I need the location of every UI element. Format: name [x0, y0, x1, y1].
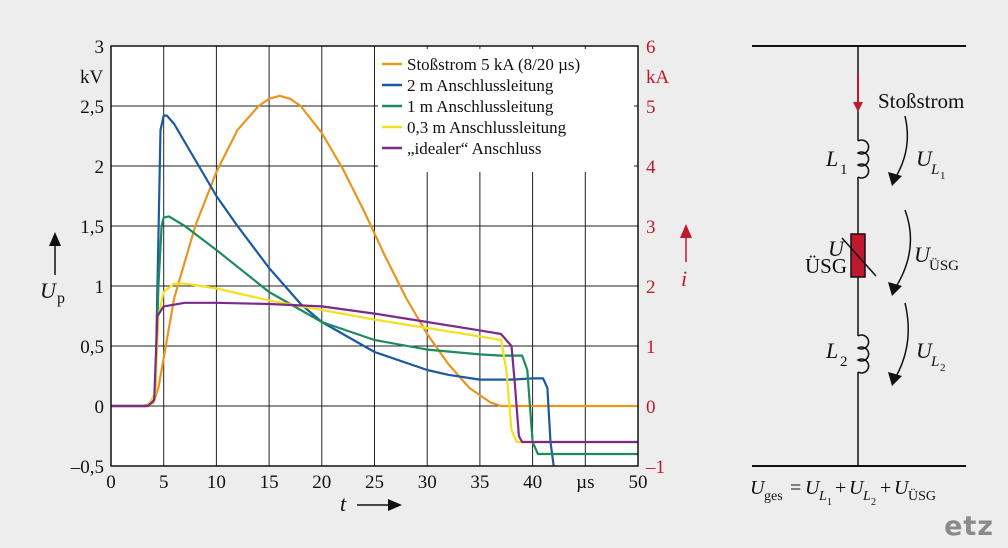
- x-tick-label: 50: [629, 472, 648, 493]
- circuit-schematic: [752, 45, 966, 467]
- y2-tick-label: 4: [646, 157, 656, 178]
- l1-label: L: [825, 146, 838, 171]
- x-tick-label: 15: [260, 472, 279, 493]
- x-tick-label: 0: [106, 472, 116, 493]
- ul2-subsubscript: 2: [940, 362, 946, 374]
- varistor-slash: [841, 237, 877, 277]
- x-tick-label: 40: [523, 472, 542, 493]
- y-tick-label: 2: [95, 157, 105, 178]
- uusg-subscript: ÜSG: [929, 257, 959, 274]
- formula-s4: ÜSG: [908, 487, 936, 504]
- y2-tick-label: 2: [646, 277, 656, 298]
- x-axis-label: t: [340, 491, 402, 516]
- voltage-arrow-l2-head: [888, 372, 902, 386]
- schematic-labels: Stoßstrom L 1 U ÜSG L 2 U L 1 U ÜSG U L …: [805, 89, 964, 374]
- voltage-arrow-l2: [893, 302, 909, 381]
- formula-s3: L: [862, 489, 871, 504]
- y2-axis-label: i: [680, 224, 692, 291]
- y2-axis-symbol: i: [681, 266, 687, 291]
- current-label: Stoßstrom: [878, 89, 964, 113]
- formula-u1: U: [750, 477, 766, 499]
- y-tick-label: 1,5: [80, 217, 104, 238]
- y2-tick-label: 3: [646, 217, 656, 238]
- ul1-label: U: [916, 146, 934, 171]
- series-line-2: [111, 215, 638, 456]
- y-axis-symbol: U: [40, 278, 58, 303]
- y-tick-label: 2,5: [80, 97, 104, 118]
- formula-eq: =: [790, 477, 801, 499]
- formula-ss2: 1: [827, 497, 832, 508]
- voltage-arrow-l1: [893, 115, 909, 181]
- formula-plus2: +: [880, 477, 891, 499]
- x-tick-label: 35: [470, 472, 489, 493]
- x-tick-label: 10: [207, 472, 226, 493]
- x-tick-labels: 0 5 10 15 20 25 30 35 40 µs 50: [106, 472, 647, 493]
- formula-u2: U: [805, 477, 821, 499]
- formula-u3: U: [849, 477, 865, 499]
- x-axis-symbol: t: [340, 491, 347, 516]
- y2-tick-label: 5: [646, 97, 656, 118]
- y2-tick-label: 1: [646, 337, 656, 358]
- voltage-current-chart: 0 5 10 15 20 25 30 35 40 µs 50 –0,500,511,522,53 –…: [40, 37, 692, 516]
- ul1-subscript: L: [930, 162, 939, 178]
- formula-s1: ges: [764, 489, 783, 504]
- ul1-subsubscript: 1: [940, 170, 946, 182]
- y2-tick-labels: –1 0 1 2 3 4 5 6: [645, 37, 665, 478]
- ul2-label: U: [916, 338, 934, 363]
- y2-tick-label: 0: [646, 397, 656, 418]
- voltage-arrow-l1-head: [888, 172, 902, 186]
- series-line-4: [111, 301, 638, 444]
- formula-s2: L: [818, 489, 827, 504]
- uusg-label: U: [914, 242, 932, 267]
- total-voltage-formula: U ges = U L 1 + U L 2 + U ÜSG: [750, 477, 936, 508]
- y-unit: kV: [80, 67, 104, 88]
- series-line-1: [111, 114, 558, 466]
- y-tick-label: 0,5: [80, 337, 104, 358]
- inductor-l1: [856, 139, 870, 179]
- ul2-subscript: L: [930, 354, 939, 370]
- l1-subscript: 1: [840, 162, 848, 178]
- legend-label: „idealer“ Anschluss: [407, 139, 542, 158]
- legend-label: Stoßstrom 5 kA (8/20 µs): [407, 55, 580, 74]
- x-tick-label: 5: [159, 472, 169, 493]
- legend: Stoßstrom 5 kA (8/20 µs) 2 m Anschlusslei…: [378, 49, 634, 172]
- device-label: ÜSG: [805, 254, 847, 278]
- y-tick-labels: –0,5 0 0,5 1 1,5 2 2,5 3: [70, 37, 104, 478]
- y2-axis-arrow-head: [680, 224, 692, 238]
- formula-ss3: 2: [871, 497, 876, 508]
- voltage-arrow-usg-head: [888, 282, 902, 296]
- x-tick-label: 25: [365, 472, 384, 493]
- l2-subscript: 2: [840, 354, 848, 370]
- u-label: U: [828, 236, 846, 261]
- inductor-l2: [856, 334, 870, 374]
- y2-tick-label: –1: [645, 457, 665, 478]
- y-tick-label: 1: [95, 277, 105, 298]
- legend-label: 1 m Anschlussleitung: [407, 97, 554, 116]
- series-lines: [111, 94, 638, 466]
- y-tick-label: 3: [95, 37, 105, 58]
- formula-plus1: +: [835, 477, 846, 499]
- legend-label: 0,3 m Anschlussleitung: [407, 118, 567, 137]
- legend-label: 2 m Anschlussleitung: [407, 76, 554, 95]
- y-axis-label: U p: [40, 232, 65, 307]
- y-tick-label: 0: [95, 397, 105, 418]
- x-axis-arrow-head: [388, 499, 402, 511]
- formula-u4: U: [894, 477, 910, 499]
- y-axis-arrow-head: [49, 232, 61, 246]
- x-tick-label: 30: [418, 472, 437, 493]
- x-tick-label: µs: [576, 472, 594, 493]
- y-axis-subscript: p: [57, 290, 65, 307]
- y-tick-label: –0,5: [70, 457, 104, 478]
- l2-label: L: [825, 338, 838, 363]
- x-tick-label: 20: [312, 472, 331, 493]
- y2-tick-label: 6: [646, 37, 656, 58]
- series-line-0: [111, 94, 638, 408]
- publisher-logo: etz: [944, 511, 994, 542]
- legend-background: [378, 49, 634, 172]
- y2-unit: kA: [646, 67, 670, 88]
- plot-frame: [110, 45, 639, 467]
- voltage-arrow-usg: [893, 209, 912, 291]
